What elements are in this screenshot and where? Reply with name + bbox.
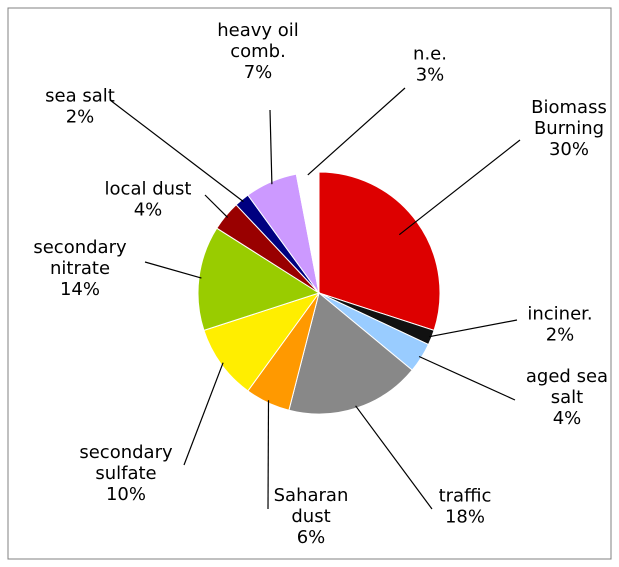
slice-label-0: Biomass Burning 30% — [531, 97, 607, 160]
leader-line-5 — [183, 362, 224, 466]
leader-line-0 — [398, 139, 521, 236]
leader-line-6 — [144, 261, 202, 279]
slice-labels: Biomass Burning 30% inciner. 2% aged sea salt 4… — [33, 20, 608, 548]
leader-line-8 — [109, 99, 244, 203]
leader-line-4 — [267, 400, 270, 510]
slice-label-4: Saharan dust 6% — [274, 485, 349, 548]
slice-label-10: n.e. 3% — [413, 44, 447, 86]
slice-label-3: traffic 18% — [439, 486, 492, 528]
leader-line-1 — [429, 319, 518, 338]
leader-line-9 — [269, 109, 273, 185]
pie-slice-10 — [295, 171, 320, 294]
leader-lines — [109, 87, 521, 510]
slice-label-5: secondary sulfate 10% — [79, 442, 173, 505]
slice-label-2: aged sea salt 4% — [526, 366, 608, 429]
slice-label-6: secondary nitrate 14% — [33, 237, 127, 300]
slice-label-1: inciner. 2% — [527, 304, 592, 346]
leader-line-3 — [355, 405, 433, 510]
slice-label-7: local dust 4% — [105, 179, 192, 221]
slice-label-9: heavy oil comb. 7% — [217, 20, 299, 83]
pie-slice-0 — [318, 171, 441, 332]
pie-slice-5 — [203, 292, 321, 392]
leader-line-10 — [307, 87, 406, 176]
pie-slice-3 — [288, 292, 413, 415]
slice-label-8: sea salt 2% — [45, 86, 115, 128]
pie-slices — [197, 171, 441, 415]
leader-line-2 — [418, 355, 516, 401]
leader-line-7 — [204, 194, 229, 218]
